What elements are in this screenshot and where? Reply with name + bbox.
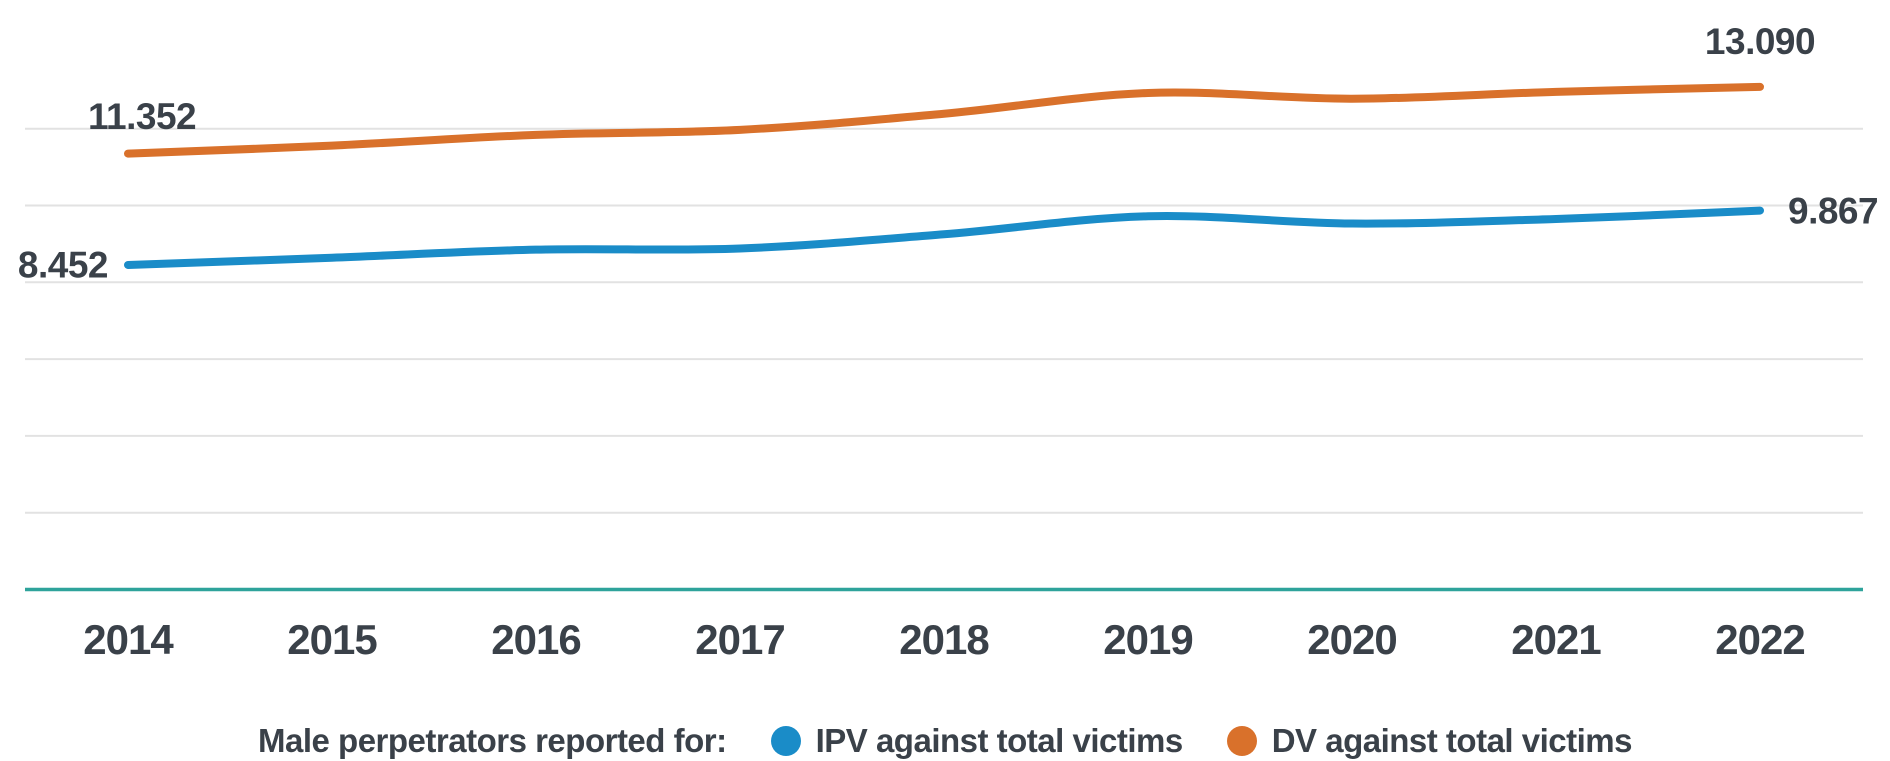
legend-item-dv: DV against total victims (1226, 722, 1633, 760)
x-axis-label: 2014 (83, 616, 173, 663)
x-axis-label: 2017 (695, 616, 785, 663)
x-axis-label: 2022 (1715, 616, 1805, 663)
value-label-ipv-2014: 8.452 (17, 244, 109, 286)
legend-item-dv-label: DV against total victims (1271, 722, 1633, 759)
chart-canvas (25, 82, 1863, 592)
x-axis-label: 2020 (1307, 616, 1397, 663)
value-label-dv-2022: 13.090 (1704, 20, 1816, 62)
x-axis-label: 2016 (491, 616, 581, 663)
x-axis-label: 2021 (1511, 616, 1601, 663)
data-line-dv (124, 82, 1764, 158)
legend-item-ipv-label: IPV against total victims (815, 722, 1184, 759)
x-axis-label: 2015 (287, 616, 377, 663)
legend-title: Male perpetrators reported for: (258, 722, 727, 759)
chart-area: 11.352 13.090 8.452 9.867 2014 2015 2016 20… (17, 20, 1879, 663)
value-label-ipv-2022: 9.867 (1788, 190, 1879, 232)
legend-dot-ipv-icon (770, 726, 801, 756)
x-axis-label: 2019 (1103, 616, 1193, 663)
legend-dot-dv-icon (1226, 726, 1257, 756)
x-axis-label: 2018 (899, 616, 989, 663)
legend-item-ipv: IPV against total victims (770, 722, 1184, 760)
data-line-ipv (124, 206, 1764, 269)
value-label-dv-2014: 11.352 (88, 95, 197, 137)
chart-legend: Male perpetrators reported for: IPV agai… (0, 722, 1890, 760)
